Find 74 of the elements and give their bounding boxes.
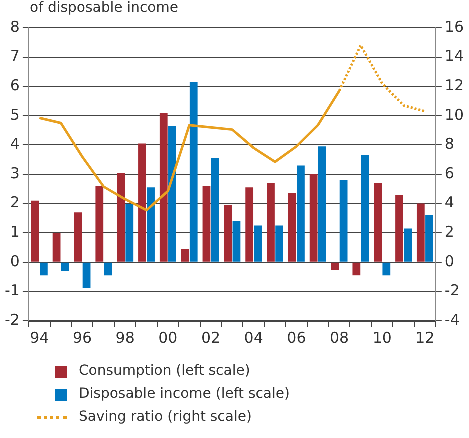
bar [352,262,361,276]
y2-tick-label: 4 [444,194,454,212]
bar [181,249,190,262]
x-tick-label: 00 [158,328,178,347]
x-tick-label: 06 [287,328,306,347]
y-tick-label: 5 [10,106,20,124]
y-tick-label: 2 [10,194,20,212]
bar [82,262,91,288]
bar [224,205,232,262]
y2-tick-label: -2 [444,282,460,300]
bar [61,262,70,272]
bar [40,262,48,276]
bar [147,188,155,262]
bar [190,82,198,262]
bar [404,228,412,262]
y2-tick-label: 0 [444,252,454,270]
y-tick-label: 6 [10,76,20,94]
y-tick-label: 7 [10,47,20,66]
bar [310,174,318,262]
y-tick-label: -2 [4,310,20,329]
y2-tick-label: 12 [444,76,464,94]
x-tick-label: 98 [116,328,135,347]
y2-tick-label: 8 [444,135,454,154]
bar [416,204,425,262]
y2-tick-label: -4 [444,310,460,329]
bar [96,186,104,262]
y2-tick-label: 16 [444,18,464,36]
bar [168,126,176,262]
x-tick-label: 12 [416,328,435,347]
bar [117,173,125,262]
y-tick-label: 1 [10,222,20,241]
bar [232,221,241,262]
bar [160,112,168,262]
x-tick-label: 94 [30,328,50,347]
y-tick-label: 8 [10,18,20,36]
bar [276,226,284,262]
bar [138,144,146,262]
legend-label: Disposable income (left scale) [79,385,290,404]
bar [74,212,82,262]
bar [374,183,382,262]
y-tick-label: 4 [10,135,20,154]
bar [288,194,296,262]
x-tick-label: 10 [372,328,392,347]
bar [267,183,275,262]
bar [382,262,391,276]
x-tick-label: 96 [72,328,92,347]
y-tick-label: 3 [10,164,20,182]
bar [318,146,326,262]
bar [52,233,61,262]
bar [104,262,112,276]
bar [297,166,305,262]
x-tick-label: 04 [244,328,264,347]
bar [211,158,220,262]
bar [246,188,254,262]
bar [254,226,262,262]
x-tick-label: 08 [330,328,350,347]
bar [340,180,348,262]
legend-label: Consumption (left scale) [79,362,250,381]
bar [202,186,211,262]
bar [361,155,370,262]
bar [31,200,40,262]
y2-tick-label: 10 [444,106,464,124]
x-tick-label: 02 [201,328,221,347]
legend-label: Saving ratio (right scale) [79,408,252,427]
y-tick-label: 0 [10,252,20,270]
y-tick-label: -1 [4,282,20,300]
bar [396,195,404,262]
y2-tick-label: 2 [444,222,454,241]
y2-tick-label: 6 [444,164,454,182]
bar [126,204,134,262]
bar [331,262,340,270]
y2-tick-label: 14 [444,47,464,66]
chart-title: of disposable income [30,0,178,16]
bar [426,216,434,262]
